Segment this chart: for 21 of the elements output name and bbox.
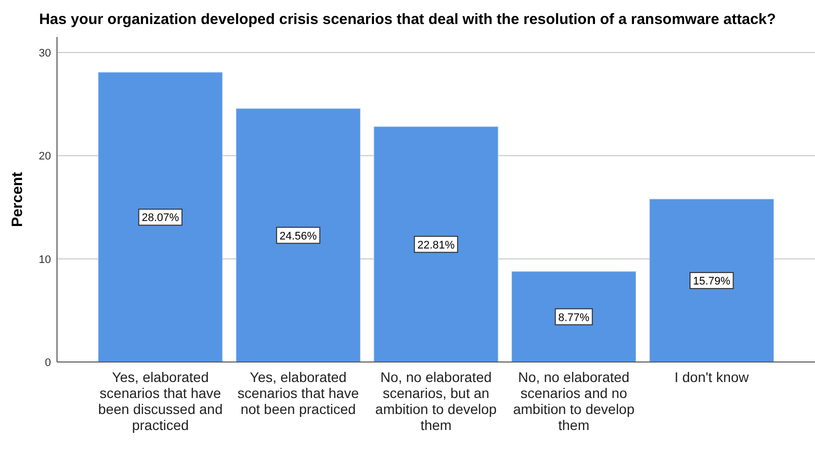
x-tick-label: I don't know — [674, 369, 750, 385]
x-tick-label: Yes, elaborated scenarios that have been discussed and practiced — [98, 369, 223, 433]
x-tick-label: No, no elaborated scenarios and no ambition to develop them — [513, 369, 635, 433]
data-label: 24.56% — [280, 230, 318, 242]
bar — [512, 271, 636, 362]
data-label: 22.81% — [417, 239, 455, 252]
data-label: 8.77% — [558, 312, 590, 324]
y-tick-label: 0 — [44, 357, 51, 369]
chart-title: Has your organization developed crisis scenarios that deal with the resolution of a ransomware attack? — [39, 11, 776, 28]
x-tick-label: Yes, elaborated scenarios that have not been practiced — [237, 369, 360, 417]
bar — [649, 198, 774, 362]
x-tick-label: No, no elaborated scenarios, but an ambition to develop them — [375, 369, 497, 433]
y-tick-label: 30 — [38, 47, 51, 60]
data-label: 15.79% — [692, 276, 731, 288]
data-label: 28.07% — [142, 212, 180, 224]
bar — [98, 72, 223, 362]
y-axis-title: Percent — [9, 172, 26, 228]
bar — [374, 126, 498, 362]
y-tick-label: 10 — [38, 254, 51, 266]
y-tick-label: 20 — [38, 150, 51, 163]
bar — [236, 108, 360, 362]
